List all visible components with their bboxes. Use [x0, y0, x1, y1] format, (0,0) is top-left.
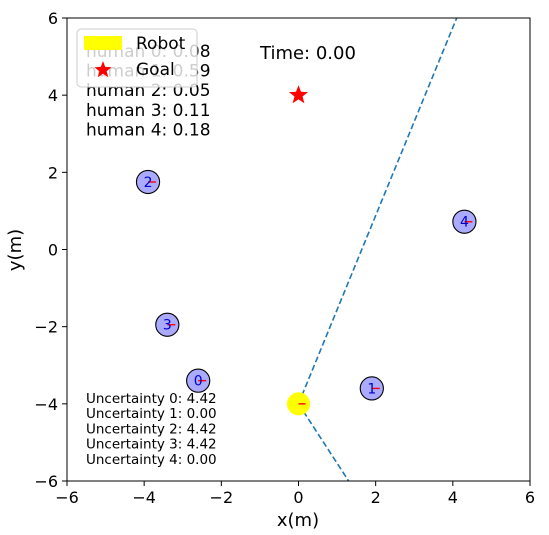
- legend-goal-label: Goal: [136, 60, 175, 80]
- x-tick-label: −4: [132, 488, 156, 507]
- legend-robot-label: Robot: [136, 34, 186, 54]
- human-id-label: 1: [367, 381, 376, 397]
- human-id-label: 0: [194, 374, 203, 390]
- y-tick-label: −4: [34, 395, 58, 414]
- time-label: Time: 0.00: [259, 43, 356, 64]
- human-id-label: 2: [144, 175, 153, 191]
- human-id-label: 3: [163, 318, 172, 334]
- x-tick-label: 4: [448, 488, 458, 507]
- y-tick-label: −6: [34, 472, 58, 491]
- y-tick-label: 2: [48, 163, 58, 182]
- y-tick-label: 0: [48, 241, 58, 260]
- x-tick-label: −6: [55, 488, 79, 507]
- y-tick-label: 4: [48, 86, 58, 105]
- x-axis-label: x(m): [277, 510, 319, 531]
- legend: Robot Goal: [76, 28, 198, 88]
- x-tick-label: 0: [293, 488, 303, 507]
- boundary-line-1: [297, 403, 350, 482]
- legend-robot-swatch: [84, 36, 122, 50]
- legend-goal-star-icon: [94, 61, 112, 78]
- human-id-label: 4: [460, 215, 469, 231]
- uncertainty-text: Uncertainty 3: 4.42: [86, 437, 217, 453]
- x-tick-label: 2: [371, 488, 381, 507]
- uncertainty-text: Uncertainty 2: 4.42: [86, 421, 217, 437]
- goal-star-icon: [289, 85, 308, 104]
- human-prob-text: human 3: 0.11: [86, 101, 211, 121]
- uncertainty-text: Uncertainty 4: 0.00: [86, 452, 217, 468]
- boundary-line-0: [297, 17, 458, 405]
- y-axis-label: y(m): [5, 229, 26, 271]
- uncertainty-text: Uncertainty 1: 0.00: [86, 406, 217, 422]
- y-tick-label: −2: [34, 318, 58, 337]
- x-tick-label: 6: [525, 488, 535, 507]
- y-tick-label: 6: [48, 9, 58, 28]
- uncertainty-text: Uncertainty 0: 4.42: [86, 391, 217, 407]
- human-prob-text: human 4: 0.18: [86, 120, 211, 140]
- x-tick-label: −2: [210, 488, 234, 507]
